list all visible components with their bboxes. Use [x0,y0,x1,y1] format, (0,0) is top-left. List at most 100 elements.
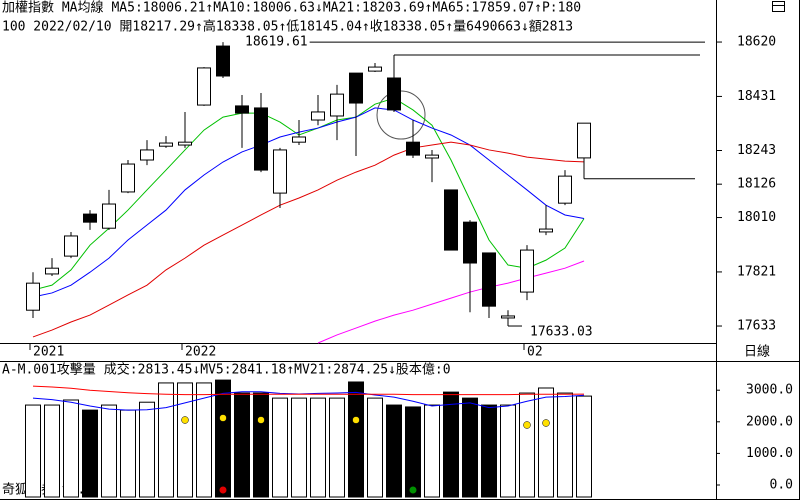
volume-bar [462,397,478,498]
quote-info: 100 2022/02/10 開18217.29↑高18338.05↑低1814… [2,19,573,35]
high-annotation: 18619.61 [245,35,308,50]
candle-body [330,93,344,117]
signal-dot [542,419,550,427]
candle-body [26,282,40,311]
icon-box[interactable] [772,1,785,12]
legend-entry: MA10:18006.63↓ [213,1,323,16]
signal-dot [219,414,227,422]
y-tick-label: 18620 [737,35,776,50]
candle-body [292,136,306,143]
candle-body [121,163,135,193]
candle-body [368,66,382,72]
mv-line [32,391,585,411]
legend-entry: 加權指數 MA均線 [2,0,103,16]
candle-body [577,122,591,159]
legend-entry: 成交:2813.45↓ [104,362,200,378]
volume-bar [101,404,117,498]
candle-body [425,154,439,159]
ma-line [32,141,585,338]
volume-bar [481,404,497,498]
candle-body [520,249,534,293]
candle-body [216,45,230,77]
y-tick-label: 3000.0 [746,383,793,398]
volume-bar [234,392,250,498]
ma-line [32,97,585,291]
signal-dot [409,486,417,494]
candle-body [444,189,458,251]
plot: 18620 18431 18243 18126 18010 17821 17633 2021 2… [25,35,793,498]
volume-bar [25,404,41,498]
ma-line [317,260,585,344]
candle-body [311,111,325,121]
y-tick-label: 17633 [737,319,776,334]
volume-bar [424,404,440,498]
window-icon[interactable] [772,1,785,12]
candle-body [501,315,515,319]
legend-entry: MA65:17859.07↑ [432,1,542,16]
volume-bar [576,395,592,498]
volume-bar [158,382,174,498]
candle-body [235,105,249,114]
volume-bar [196,382,212,498]
volume-bar [367,397,383,498]
candle-body [482,252,496,307]
volume-bar [443,391,459,498]
candle-body [387,77,401,111]
candle-body [539,228,553,233]
candle-body [159,142,173,147]
volume-bar [82,409,98,498]
legend-entry: A-M.001攻擊量 [2,362,96,378]
volume-bar [120,409,136,498]
x-tick-label: 2021 [33,345,64,360]
signal-dot [523,421,531,429]
candle-body [64,235,78,257]
volume-bar [310,397,326,498]
volume-bar [348,381,364,498]
volume-bar [253,392,269,498]
volume-bar [63,399,79,498]
signal-dot [257,416,265,424]
candle-body [178,141,192,146]
signal-dot [352,416,360,424]
legend-entry: MA21:18203.69↑ [323,1,433,16]
candle-body [102,203,116,229]
candle-body [45,267,59,275]
y-tick-label: 2000.0 [746,414,793,429]
candle-body [140,149,154,161]
signal-dot [219,486,227,494]
volume-bar [215,379,231,498]
volume-bar [272,397,288,498]
volume-bar [329,397,345,498]
legend-entry: MV21:2874.25↓ [294,363,396,378]
x-tick-label: 02 [527,345,543,360]
legend-entry: MV5:2841.18↑ [200,363,294,378]
candle-body [197,67,211,106]
y-tick-label: 1000.0 [746,446,793,461]
y-tick-label: 17821 [737,264,776,279]
volume-bar [139,401,155,498]
candle-body [463,221,477,264]
candle-body [558,175,572,204]
volume-bar [386,404,402,498]
signal-dot [181,416,189,424]
low-annotation: 17633.03 [530,325,593,340]
y-tick-label: 18243 [737,143,776,158]
volume-bar [44,404,60,498]
legend-entry: MA5:18006.21↑ [111,1,213,16]
x-tick-label: 2022 [185,345,216,360]
candle-body [254,107,268,171]
volume-bar [405,406,421,498]
volume-bar [538,387,554,498]
candle-body [273,149,287,194]
volume-bar [291,397,307,498]
volume-bar [557,392,573,498]
candle-body [349,72,363,104]
mv-line [32,385,585,396]
y-tick-label: 0.0 [770,477,793,492]
volume-bar [519,392,535,498]
volume-bar [177,382,193,498]
volume-bar [500,404,516,498]
period-label: 日線 [744,344,770,360]
